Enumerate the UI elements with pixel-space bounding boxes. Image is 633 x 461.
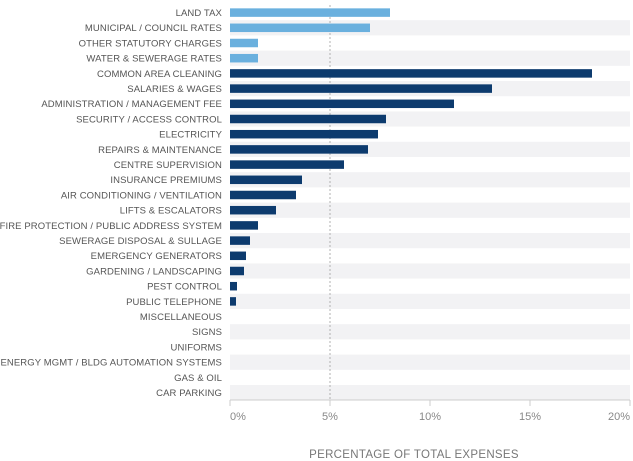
category-label: GARDENING / LANDSCAPING <box>86 266 222 277</box>
category-label: PUBLIC TELEPHONE <box>126 297 222 308</box>
category-labels: LAND TAX MUNICIPAL / COUNCIL RATES OTHER S… <box>0 8 223 399</box>
bar <box>230 53 258 63</box>
bars <box>230 8 592 306</box>
row-band <box>230 293 630 309</box>
category-label: REPAIRS & MAINTENANCE <box>98 145 222 156</box>
bar <box>230 297 236 306</box>
category-label: CAR PARKING <box>156 388 222 399</box>
bar <box>230 145 368 154</box>
bar <box>230 205 276 215</box>
category-label: ADMINISTRATION / MANAGEMENT FEE <box>41 99 222 110</box>
bar <box>230 99 454 109</box>
category-label: MUNICIPAL / COUNCIL RATES <box>85 23 222 34</box>
row-band <box>230 50 630 66</box>
category-label: SECURITY / ACCESS CONTROL <box>76 114 222 125</box>
category-label: GAS & OIL <box>174 373 222 384</box>
bar <box>230 281 237 291</box>
row-band <box>230 233 630 249</box>
category-label: CENTRE SUPERVISION <box>114 160 222 171</box>
bar <box>230 160 344 169</box>
bar <box>230 69 592 78</box>
category-label: OTHER STATUTORY CHARGES <box>79 38 222 49</box>
row-band <box>230 202 630 218</box>
row-band <box>230 385 630 401</box>
category-label: SALARIES & WAGES <box>127 84 222 95</box>
row-band <box>230 172 630 188</box>
row-band <box>230 263 630 279</box>
category-label: PEST CONTROL <box>147 282 222 293</box>
category-label: EMERGENCY GENERATORS <box>91 251 222 262</box>
category-label: INSURANCE PREMIUMS <box>110 175 222 186</box>
category-label: LIFTS & ESCALATORS <box>120 206 222 217</box>
bar <box>230 221 258 230</box>
bar <box>230 23 370 33</box>
x-tick-label: 15% <box>519 411 541 423</box>
row-band <box>230 354 630 370</box>
x-axis-title: PERCENTAGE OF TOTAL EXPENSES <box>309 449 519 461</box>
row-band <box>230 324 630 340</box>
bar <box>230 236 250 245</box>
x-tick-label: 0% <box>230 411 246 423</box>
bar <box>230 251 246 261</box>
bar <box>230 84 492 93</box>
bar <box>230 114 386 124</box>
category-label: FIRE PROTECTION / PUBLIC ADDRESS SYSTEM <box>0 221 222 232</box>
category-label: ELECTRICITY <box>159 130 222 141</box>
category-label: AIR CONDITIONING / VENTILATION <box>61 190 222 201</box>
category-label: SEWERAGE DISPOSAL & SULLAGE <box>59 236 222 247</box>
category-label: SIGNS <box>192 327 222 338</box>
x-tick-label: 20% <box>608 411 630 423</box>
x-axis: 0% 5% 10% 15% 20% <box>229 399 631 423</box>
category-label: MISCELLANEOUS <box>140 312 222 323</box>
bar <box>230 175 302 185</box>
bar <box>230 38 258 48</box>
bar <box>230 129 378 139</box>
category-label: COMMON AREA CLEANING <box>97 69 222 80</box>
x-tick-label: 5% <box>322 411 338 423</box>
category-label: LAND TAX <box>176 8 223 19</box>
x-tick-label: 10% <box>419 411 441 423</box>
category-label: WATER & SEWERAGE RATES <box>86 54 222 65</box>
bar <box>230 8 390 17</box>
category-label: UNIFORMS <box>171 342 222 353</box>
bar <box>230 190 296 200</box>
category-label: ENERGY MGMT / BLDG AUTOMATION SYSTEMS <box>0 358 222 369</box>
bar <box>230 266 244 276</box>
